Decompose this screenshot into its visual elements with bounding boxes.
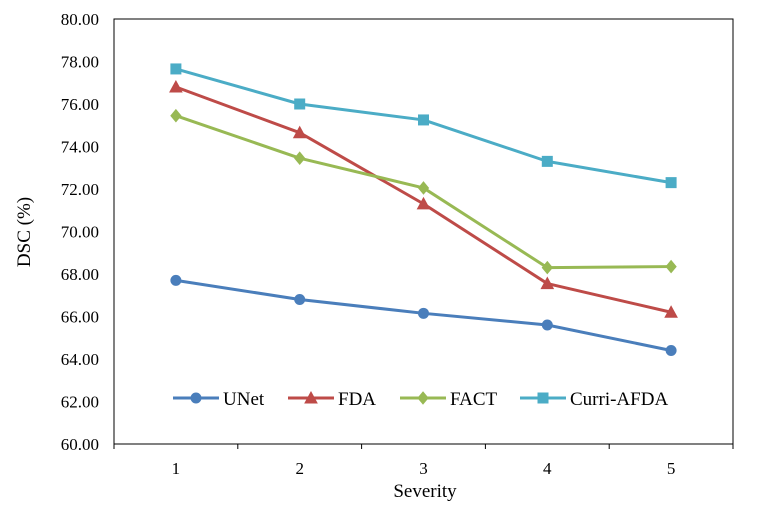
fda-point [664, 305, 678, 318]
series-fact [170, 108, 677, 275]
y-tick-label: 64.00 [61, 350, 99, 369]
y-axis: 60.00 62.00 64.00 66.00 68.00 70.00 72.00 74.00… [61, 10, 99, 454]
legend-label: UNet [223, 389, 265, 410]
legend-item-fact: FACT [400, 389, 498, 410]
fda-point [292, 125, 307, 139]
legend-marker [190, 392, 202, 404]
curri-afda-point [541, 155, 553, 167]
series-layer [169, 63, 678, 356]
legend-item-unet: UNet [173, 389, 265, 410]
unet-point [294, 294, 306, 305]
y-tick-label: 60.00 [61, 435, 99, 454]
unet-point [170, 274, 182, 286]
y-tick-label: 74.00 [61, 138, 99, 157]
x-tick-label: 4 [543, 459, 552, 478]
y-tick-label: 76.00 [61, 95, 99, 114]
curri-afda-point [294, 98, 306, 110]
unet-point [541, 319, 553, 331]
x-tick-label: 5 [667, 459, 676, 478]
series-fda [169, 79, 678, 318]
y-tick-label: 70.00 [61, 223, 99, 242]
fda-point [169, 79, 183, 93]
legend-label: FACT [450, 389, 498, 410]
unet-point [418, 307, 429, 319]
legend-item-curri-afda: Curri-AFDA [520, 389, 668, 410]
legend: UNet FDA FACT Curri-AFDA [173, 389, 668, 410]
fact-point [294, 151, 306, 165]
y-tick-label: 72.00 [61, 180, 99, 199]
y-tick-label: 78.00 [61, 53, 99, 72]
series-curri-afda [170, 63, 677, 189]
curri-afda-point [170, 63, 182, 75]
legend-marker [417, 391, 429, 405]
y-axis-title: DSC (%) [14, 197, 35, 267]
y-tick-label: 62.00 [61, 393, 99, 412]
fact-point [170, 108, 182, 123]
x-axis: 1 2 3 4 5 [113, 444, 734, 478]
legend-marker [537, 392, 549, 404]
fda-point [540, 276, 555, 290]
legend-item-fda: FDA [288, 389, 376, 410]
x-axis-title: Severity [393, 481, 457, 502]
legend-label: FDA [338, 389, 376, 410]
x-tick-label: 1 [172, 459, 181, 478]
series-unet [170, 274, 677, 356]
curri-afda-point [418, 114, 429, 126]
x-tick-label: 2 [295, 459, 304, 478]
fact-point [417, 181, 430, 195]
unet-point [665, 345, 677, 356]
x-tick-label: 3 [419, 459, 428, 478]
y-tick-label: 66.00 [61, 308, 99, 327]
curri-afda-point [665, 177, 677, 189]
legend-marker [304, 390, 318, 404]
fda-point [416, 196, 431, 210]
y-tick-label: 68.00 [61, 265, 99, 284]
fact-point [541, 260, 553, 275]
plot-area [113, 18, 734, 445]
legend-label: Curri-AFDA [570, 389, 668, 410]
y-tick-label: 80.00 [61, 10, 99, 29]
fact-point [665, 259, 677, 274]
